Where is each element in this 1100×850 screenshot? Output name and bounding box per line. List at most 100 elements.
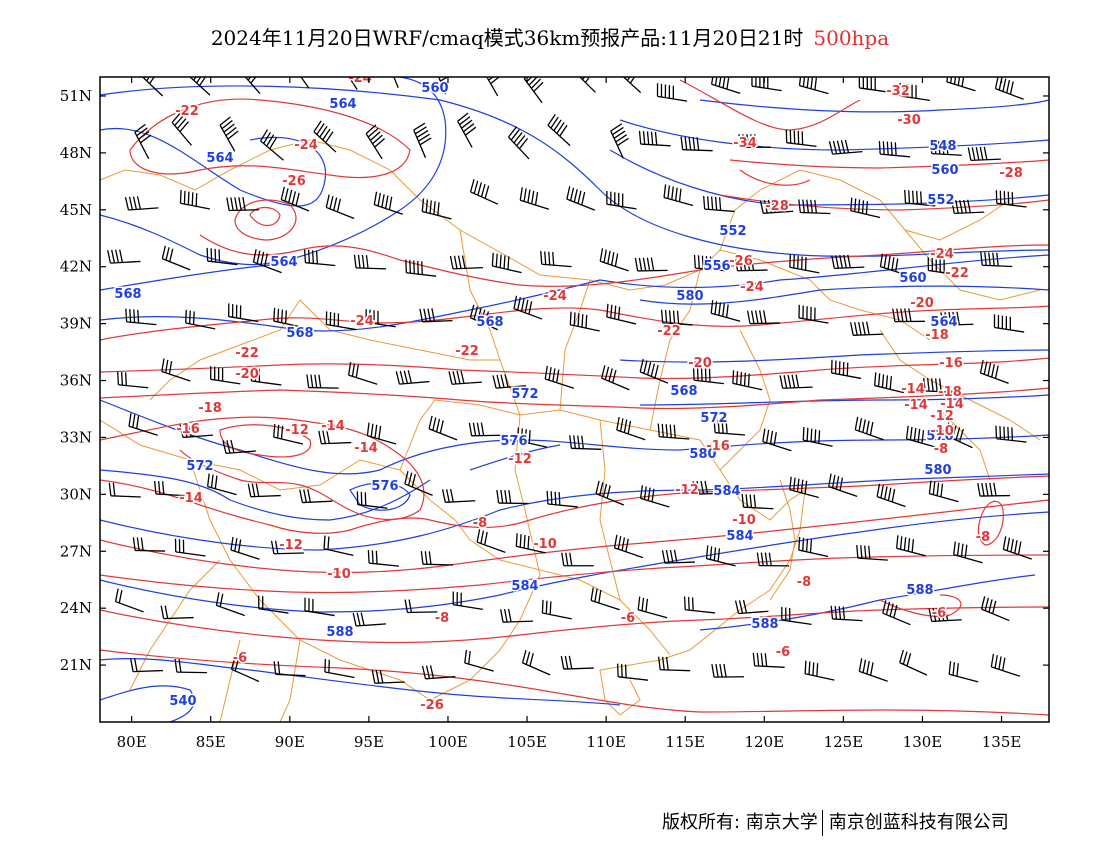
wind-barb bbox=[747, 310, 780, 325]
wind-barb bbox=[540, 251, 572, 268]
wind-barb bbox=[927, 257, 959, 276]
temperature-label: -6 bbox=[932, 606, 946, 621]
wind-barb bbox=[230, 656, 260, 683]
wind-barb bbox=[944, 422, 973, 449]
temperature-label: -8 bbox=[435, 611, 449, 626]
wind-barb bbox=[347, 362, 378, 385]
temperature-label: -12 bbox=[285, 423, 309, 438]
temperature-label: -12 bbox=[930, 409, 954, 424]
wind-barb bbox=[850, 197, 881, 219]
temperature-label: -26 bbox=[282, 174, 306, 189]
height-contours bbox=[100, 77, 1049, 722]
height-label: 580 bbox=[676, 289, 703, 304]
wind-barb bbox=[899, 649, 928, 676]
lon-label: 95E bbox=[354, 733, 384, 751]
wind-barb bbox=[140, 77, 164, 97]
wind-barb bbox=[711, 663, 745, 678]
wind-barb bbox=[798, 536, 829, 558]
latitude-axis: 51N 48N 45N 42N 39N 36N 33N 30N 27N 24N 21N bbox=[60, 87, 1049, 674]
wind-barb bbox=[705, 545, 736, 567]
lat-label: 27N bbox=[60, 542, 92, 560]
wind-barb bbox=[606, 191, 637, 210]
boundary-lines bbox=[100, 139, 1041, 722]
wind-barb bbox=[779, 374, 813, 389]
wind-barb bbox=[306, 374, 339, 389]
wind-barb bbox=[928, 607, 962, 623]
wind-barb bbox=[923, 377, 956, 393]
height-label: 548 bbox=[929, 139, 956, 154]
lat-label: 39N bbox=[60, 315, 92, 333]
wind-barb bbox=[187, 77, 211, 96]
wind-barb bbox=[951, 199, 985, 215]
wind-barb bbox=[419, 308, 453, 323]
wind-barbs bbox=[107, 77, 1032, 684]
wind-barb bbox=[752, 652, 785, 668]
wind-barb bbox=[830, 359, 862, 380]
wind-barb bbox=[515, 533, 546, 554]
height-label: 588 bbox=[326, 625, 353, 640]
temperature-label: -22 bbox=[235, 346, 259, 361]
wind-barb bbox=[798, 304, 829, 324]
wind-barb bbox=[993, 314, 1025, 333]
temperature-label: -14 bbox=[354, 441, 378, 456]
lon-label: 120E bbox=[745, 733, 785, 751]
height-label: 588 bbox=[751, 617, 778, 632]
wind-barb bbox=[785, 129, 817, 148]
lat-label: 24N bbox=[60, 599, 92, 617]
wind-barb bbox=[692, 367, 724, 385]
wind-barb bbox=[616, 663, 649, 681]
wind-barb bbox=[547, 114, 571, 147]
wind-barb bbox=[953, 541, 983, 564]
wind-barb bbox=[273, 307, 304, 328]
wind-barb bbox=[879, 253, 910, 277]
wind-barb bbox=[174, 659, 207, 674]
wind-barb bbox=[601, 365, 630, 391]
temperature-label: -18 bbox=[938, 385, 962, 400]
title-main: 2024年11月20日WRF/cmaq模式36km预报产品:11月20日21时 bbox=[210, 26, 804, 50]
plot-frame bbox=[99, 76, 1050, 723]
title-level: 500hpa bbox=[813, 26, 890, 50]
height-label: 552 bbox=[719, 224, 746, 239]
lat-label: 51N bbox=[60, 87, 92, 105]
wind-barb bbox=[874, 372, 904, 394]
wind-barb bbox=[365, 309, 396, 328]
wind-barb bbox=[428, 415, 458, 441]
temperature-label: -22 bbox=[455, 344, 479, 359]
lon-label: 105E bbox=[507, 733, 547, 751]
wind-barb bbox=[258, 595, 289, 614]
lat-label: 30N bbox=[60, 485, 92, 503]
wind-barb bbox=[967, 146, 1001, 162]
lat-label: 48N bbox=[60, 144, 92, 162]
wind-barb bbox=[421, 198, 452, 220]
wind-barb bbox=[174, 538, 206, 557]
height-label: 568 bbox=[670, 384, 697, 399]
wind-barb bbox=[802, 426, 833, 447]
temperature-label: -12 bbox=[508, 452, 532, 467]
wind-barb bbox=[751, 77, 782, 92]
temperature-label: -28 bbox=[765, 199, 789, 214]
wind-barb bbox=[507, 126, 530, 160]
wind-barb bbox=[124, 196, 159, 211]
wind-barb bbox=[595, 480, 625, 506]
wind-barb bbox=[371, 669, 405, 684]
wind-barb bbox=[340, 77, 360, 90]
wind-barb bbox=[273, 661, 306, 677]
lat-label: 33N bbox=[60, 428, 92, 446]
wind-barb bbox=[850, 321, 884, 336]
wind-barb bbox=[161, 245, 191, 271]
wind-barb bbox=[569, 311, 600, 332]
wind-barb bbox=[516, 427, 547, 448]
temperature-label: -8 bbox=[976, 530, 990, 545]
wind-barb bbox=[468, 422, 502, 437]
wind-barb bbox=[831, 254, 865, 270]
map-title: 2024年11月20日WRF/cmaq模式36km预报产品:11月20日21时 5… bbox=[0, 22, 1100, 51]
wind-barb bbox=[781, 606, 812, 626]
wind-barb bbox=[663, 184, 694, 207]
wind-barb bbox=[114, 588, 144, 613]
temperature-label: -24 bbox=[294, 138, 318, 153]
wind-barb bbox=[291, 77, 311, 89]
wind-barb bbox=[878, 140, 911, 158]
wind-barb bbox=[325, 311, 357, 331]
wind-barb bbox=[464, 649, 494, 672]
wind-barb bbox=[798, 77, 829, 95]
